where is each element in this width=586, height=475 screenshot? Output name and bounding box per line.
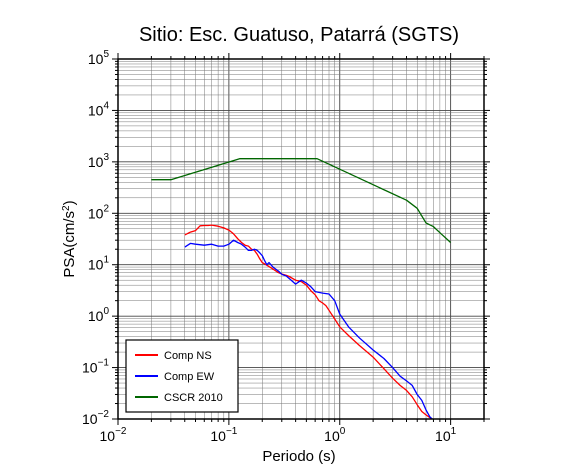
y-tick-label-base: 10 — [88, 308, 104, 324]
y-tick-label-exponent: 3 — [103, 152, 109, 163]
legend-label-comp-ns: Comp NS — [164, 350, 212, 362]
x-tick-label-exponent: 0 — [340, 426, 346, 437]
x-tick-label-base: 10 — [100, 428, 116, 444]
plot-frame — [117, 58, 485, 420]
x-tick-labels: 10−2 10−1 100 101 — [100, 426, 457, 444]
series-line-comp-ew — [184, 239, 434, 419]
y-tick-label-exponent: 4 — [103, 100, 109, 111]
y-tick-label-base: 10 — [88, 51, 104, 67]
y-tick-label: 100 — [88, 306, 110, 324]
x-tick-label: 101 — [435, 426, 457, 444]
y-tick-label-exponent: 2 — [103, 203, 109, 214]
y-tick-label-base: 10 — [88, 205, 104, 221]
y-tick-label-exponent: 0 — [103, 306, 109, 317]
x-tick-label-base: 10 — [435, 428, 451, 444]
x-tick-label-exponent: −2 — [115, 426, 127, 437]
y-tick-label: 104 — [88, 100, 110, 118]
y-tick-label-base: 10 — [82, 360, 98, 376]
y-tick-label-base: 10 — [88, 257, 104, 273]
legend: Comp NS Comp EW CSCR 2010 — [125, 339, 239, 413]
x-tick-label-exponent: 1 — [451, 426, 457, 437]
x-tick-label: 10−1 — [210, 426, 237, 444]
x-tick-label-exponent: −1 — [226, 426, 238, 437]
y-tick-label: 10−1 — [82, 358, 109, 376]
x-tick-label-base: 10 — [210, 428, 226, 444]
tick-marks — [112, 53, 490, 425]
grid — [117, 59, 485, 419]
x-tick-label-base: 10 — [324, 428, 340, 444]
legend-label-cscr-2010: CSCR 2010 — [164, 392, 223, 404]
legend-label-comp-ew: Comp EW — [164, 371, 215, 383]
x-axis-label: Periodo (s) — [262, 448, 335, 465]
series-layer — [151, 158, 452, 419]
y-tick-label-base: 10 — [82, 411, 98, 427]
y-tick-label-base: 10 — [88, 102, 104, 118]
series-line-cscr-2010 — [151, 158, 452, 243]
chart-title: Sitio: Esc. Guatuso, Patarrá (SGTS) — [139, 24, 459, 46]
y-tick-label: 10−2 — [82, 409, 109, 427]
y-tick-label-exponent: −2 — [98, 409, 110, 420]
y-tick-label: 102 — [88, 203, 110, 221]
y-tick-label-exponent: 5 — [103, 49, 109, 60]
y-axis-label: PSA(cm/s2) — [61, 200, 79, 277]
x-tick-label: 100 — [324, 426, 346, 444]
y-tick-label: 103 — [88, 152, 110, 170]
y-tick-label-exponent: 1 — [103, 255, 109, 266]
x-tick-label: 10−2 — [100, 426, 127, 444]
series-line-comp-ns — [184, 224, 433, 419]
y-axis-label-prefix: PSA(cm/s — [61, 211, 78, 278]
y-axis-label-superscript: 2 — [61, 205, 72, 211]
y-tick-label-exponent: −1 — [98, 358, 110, 369]
y-tick-label: 105 — [88, 49, 110, 67]
y-tick-label-base: 10 — [88, 154, 104, 170]
y-axis-label-suffix: ) — [61, 200, 78, 205]
y-tick-label: 101 — [88, 255, 110, 273]
